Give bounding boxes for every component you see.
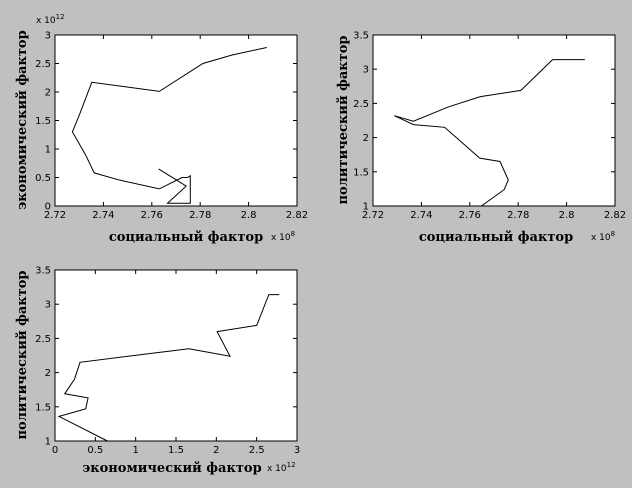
plot3-y-tick-label: 2.5: [35, 334, 51, 345]
plot2-axes-area: [372, 34, 616, 207]
plot3-y-tick-label: 1.5: [35, 402, 51, 413]
plot3-x-tick-label: 0.5: [87, 445, 103, 456]
plot1-y-exponent-label: x 1012: [36, 13, 65, 26]
plot2-x-tick-label: 2.76: [459, 210, 481, 221]
plot2-x-axis-label: социальный фактор: [419, 230, 573, 245]
plot1-x-tick-label: 2.72: [44, 210, 66, 221]
plot2-x-tick-label: 2.78: [507, 210, 529, 221]
plot3-x-tick-label: 1: [132, 445, 138, 456]
plot3-axes-area: [54, 269, 298, 442]
plot1-x-tick-label: 2.74: [92, 210, 114, 221]
plot1-x-tick-label: 2.8: [241, 210, 257, 221]
plot2-y-tick-label: 1.5: [353, 167, 369, 178]
plot3-series-line: [57, 294, 280, 442]
plot1-axes-area: [54, 34, 298, 207]
plot2-y-tick-label: 1: [363, 202, 369, 213]
plot3-y-axis-label: политический фактор: [15, 271, 30, 440]
plot3-x-tick-label: 3: [294, 445, 300, 456]
plot1-y-tick-label: 0: [45, 202, 51, 213]
plot1-y-tick-label: 2.5: [35, 59, 51, 70]
plot1-x-axis-label: социальный фактор: [109, 230, 263, 245]
plot1-y-tick-label: 1: [45, 145, 51, 156]
plot3-y-tick-label: 2: [45, 368, 51, 379]
plot3-y-tick-label: 1: [45, 437, 51, 448]
plot2-x-tick-label: 2.74: [410, 210, 432, 221]
plot2-y-tick-label: 3.5: [353, 31, 369, 42]
plot-political-vs-social: x 108 социальный фактор политический фак…: [336, 31, 626, 246]
plot1-y-tick-label: 3: [45, 31, 51, 42]
plot2-x-tick-label: 2.72: [362, 210, 384, 221]
plot1-y-axis-label: экономический фактор: [15, 30, 30, 209]
plot2-x-tick-label: 2.82: [604, 210, 626, 221]
plot3-x-exponent-label: x 1012: [267, 461, 296, 474]
plot3-x-axis-label: экономический фактор: [82, 461, 261, 476]
plot2-x-exponent-label: x 108: [591, 230, 615, 243]
plot3-x-tick-label: 2.5: [249, 445, 265, 456]
plot-economic-vs-social: x 1012 x 108 социальный фактор экономиче…: [15, 13, 308, 245]
plot1-x-tick-label: 2.76: [141, 210, 163, 221]
plot2-y-axis-label: политический фактор: [336, 36, 351, 205]
plot2-y-tick-label: 2.5: [353, 99, 369, 110]
plot2-x-tick-label: 2.8: [559, 210, 575, 221]
plot3-y-tick-label: 3.5: [35, 266, 51, 277]
plot3-x-tick-label: 1.5: [168, 445, 184, 456]
plot1-y-tick-label: 1.5: [35, 116, 51, 127]
plot2-y-tick-label: 2: [363, 133, 369, 144]
plot1-series-line: [71, 47, 267, 204]
plot3-x-tick-label: 0: [52, 445, 58, 456]
plot1-y-tick-label: 0.5: [35, 173, 51, 184]
plot1-x-tick-label: 2.82: [286, 210, 308, 221]
plot-political-vs-economic: x 1012 экономический фактор политический…: [15, 266, 300, 477]
plot1-x-exponent-label: x 108: [271, 230, 295, 243]
plot2-series-line: [394, 59, 585, 207]
plot1-y-tick-label: 2: [45, 88, 51, 99]
plot3-y-tick-label: 3: [45, 300, 51, 311]
plot1-x-tick-label: 2.78: [189, 210, 211, 221]
plot2-y-tick-label: 3: [363, 65, 369, 76]
plot3-x-tick-label: 2: [213, 445, 219, 456]
